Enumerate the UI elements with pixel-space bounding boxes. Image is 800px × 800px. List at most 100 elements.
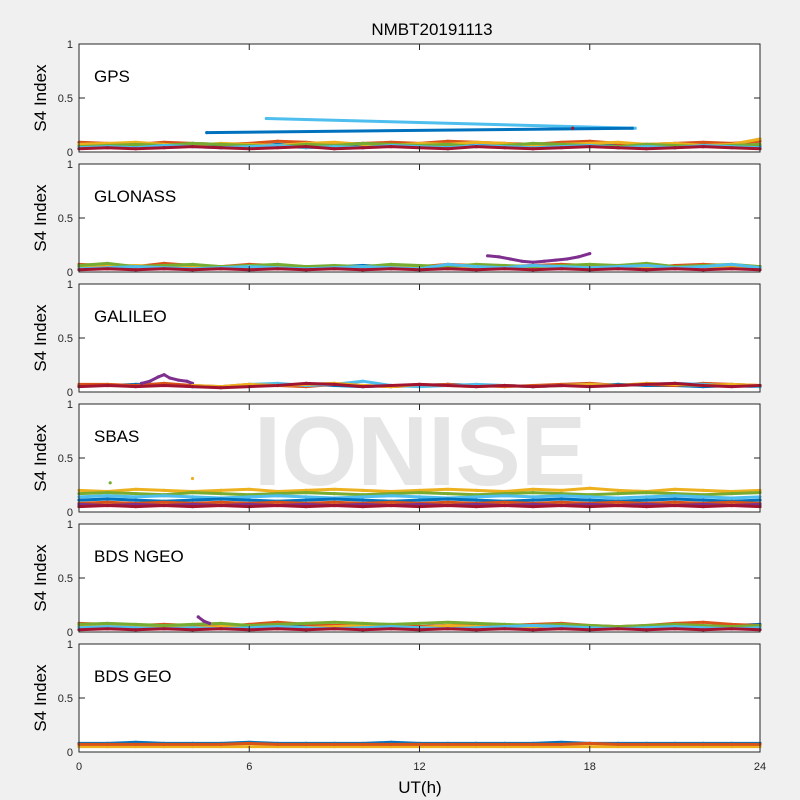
data-point (474, 621, 478, 626)
data-point (673, 500, 677, 504)
data-point (673, 627, 677, 631)
data-point (701, 265, 705, 269)
data-point (162, 267, 166, 271)
data-point (474, 268, 478, 272)
data-point (701, 268, 705, 272)
data-point (190, 505, 195, 509)
data-point (417, 263, 422, 268)
data-point (576, 255, 581, 259)
panel-label: SBAS (94, 427, 139, 446)
data-point (644, 263, 649, 268)
data-point (503, 500, 507, 504)
data-point (134, 487, 138, 491)
data-point (139, 381, 143, 385)
data-point (446, 742, 450, 747)
data-point (531, 498, 535, 502)
data-point (247, 498, 251, 502)
data-point (701, 488, 705, 492)
data-point (616, 383, 620, 388)
data-point (332, 500, 336, 504)
data-point (134, 142, 138, 146)
series (264, 116, 637, 130)
data-point (673, 487, 677, 491)
series (77, 494, 762, 500)
figure-title: NMBT20191113 (371, 20, 492, 39)
data-point (571, 126, 575, 130)
data-point (105, 494, 109, 498)
panel-label: GALILEO (94, 307, 167, 326)
data-point (503, 503, 507, 508)
data-point (559, 742, 564, 747)
data-point (332, 487, 336, 491)
data-point (559, 267, 564, 271)
data-point (105, 742, 109, 747)
data-point (559, 497, 564, 501)
data-point (559, 494, 564, 498)
data-point (389, 262, 393, 266)
data-point (219, 492, 223, 496)
data-point (730, 146, 734, 150)
data-point (134, 385, 138, 389)
data-point (389, 267, 393, 271)
data-point (304, 145, 308, 149)
data-point (616, 500, 620, 504)
data-point (644, 628, 649, 632)
data-point (190, 491, 195, 495)
data-point (588, 486, 592, 490)
data-point (389, 500, 393, 504)
x-axis-ticks: 0 6 12 18 24 (76, 761, 766, 773)
y-axis-label: S4 Index (31, 664, 50, 732)
data-point (105, 491, 109, 495)
data-point (105, 500, 109, 504)
data-point (219, 267, 223, 271)
panel-sbas: 0 0.5 1 SBAS S4 Index (31, 399, 762, 519)
data-point (105, 627, 109, 631)
data-point (701, 145, 705, 149)
data-point (616, 496, 620, 500)
y-axis-label: S4 Index (31, 64, 50, 132)
data-point (588, 252, 592, 256)
data-point (134, 628, 138, 632)
data-point (190, 742, 195, 747)
data-point (361, 379, 365, 383)
data-point (531, 260, 535, 264)
data-point (276, 262, 280, 266)
data-point (202, 619, 206, 623)
data-point (148, 379, 152, 383)
data-point (105, 503, 109, 508)
data-point (446, 500, 450, 504)
data-point (474, 145, 478, 149)
data-point (730, 500, 734, 504)
data-point (554, 258, 558, 262)
data-point (332, 267, 336, 271)
data-point (730, 503, 734, 508)
data-point (446, 487, 450, 491)
data-point (105, 497, 109, 501)
y-axis-label: S4 Index (31, 544, 50, 612)
data-point (332, 742, 336, 747)
data-point (304, 381, 308, 385)
data-point (134, 505, 138, 509)
data-point (417, 495, 422, 499)
data-point (446, 142, 450, 146)
data-point (389, 383, 393, 388)
data-point (156, 375, 160, 379)
data-point (673, 267, 677, 271)
data-point (219, 497, 223, 501)
data-point (134, 495, 138, 499)
data-point (196, 615, 200, 619)
data-point (565, 257, 569, 261)
data-point (304, 498, 308, 502)
data-point (332, 627, 336, 631)
data-point (105, 261, 109, 265)
data-point (162, 494, 166, 498)
series (190, 476, 195, 481)
y-tick-label: 0 (67, 747, 73, 759)
data-point (162, 488, 166, 492)
data-point (190, 495, 195, 499)
data-point (276, 383, 280, 388)
data-point (304, 268, 308, 272)
y-tick-label: 1 (67, 279, 73, 291)
data-point (219, 146, 223, 150)
data-point (304, 491, 308, 495)
